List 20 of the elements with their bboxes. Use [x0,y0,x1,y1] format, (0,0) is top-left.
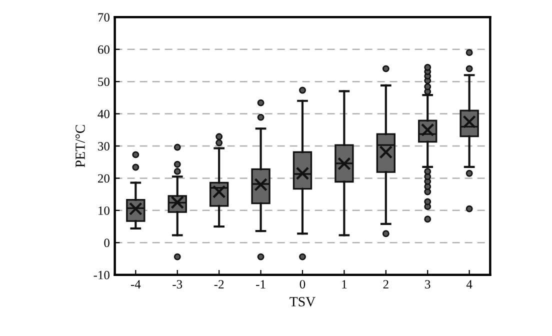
y-tick-label: 20 [98,174,110,183]
y-axis-title: PET/°C [76,125,85,168]
x-tick-label: -4 [130,280,141,288]
y-tick-label: 0 [104,238,110,248]
y-tick-label: 50 [98,78,110,86]
y-tick-label: 70 [98,13,110,22]
x-tick-label: 3 [425,280,430,289]
x-axis-title: TSV [290,297,316,306]
x-tick-label: 4 [466,280,472,288]
y-tick-label: 10 [98,206,110,215]
x-tick-label: -3 [172,280,182,289]
y-tick-label: -10 [94,270,110,280]
x-tick-label: -1 [256,280,266,288]
y-tick-label: 60 [98,45,110,54]
x-tick-label: -2 [214,280,224,288]
y-tick-label: 40 [98,110,110,118]
x-tick-label: 2 [383,280,388,288]
y-tick-label: 30 [98,142,110,150]
x-tick-label: 0 [300,280,306,289]
x-tick-label: 1 [342,280,347,288]
